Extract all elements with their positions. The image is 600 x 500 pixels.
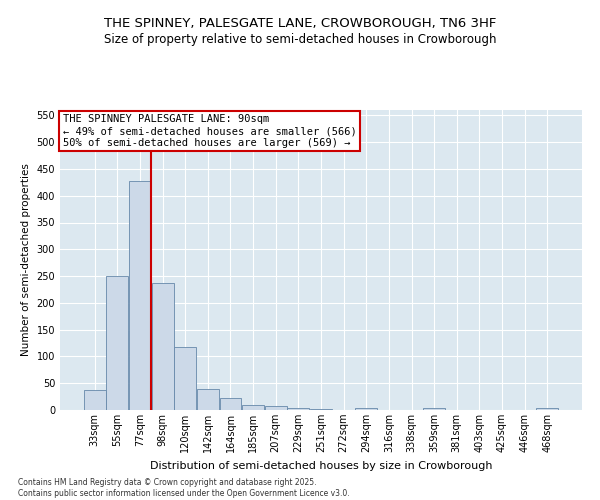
Bar — [265, 406, 287, 410]
Bar — [129, 180, 151, 410]
Text: Contains HM Land Registry data © Crown copyright and database right 2025.
Contai: Contains HM Land Registry data © Crown c… — [18, 478, 350, 498]
Bar — [355, 408, 377, 410]
Bar — [423, 408, 445, 410]
Bar — [197, 388, 219, 410]
Bar — [287, 408, 310, 410]
Text: THE SPINNEY PALESGATE LANE: 90sqm
← 49% of semi-detached houses are smaller (566: THE SPINNEY PALESGATE LANE: 90sqm ← 49% … — [62, 114, 356, 148]
Y-axis label: Number of semi-detached properties: Number of semi-detached properties — [21, 164, 31, 356]
Bar — [242, 404, 264, 410]
Bar — [220, 398, 241, 410]
Bar — [174, 347, 196, 410]
Bar — [106, 276, 128, 410]
Bar — [310, 409, 332, 410]
Text: Size of property relative to semi-detached houses in Crowborough: Size of property relative to semi-detach… — [104, 32, 496, 46]
Text: THE SPINNEY, PALESGATE LANE, CROWBOROUGH, TN6 3HF: THE SPINNEY, PALESGATE LANE, CROWBOROUGH… — [104, 18, 496, 30]
Bar — [536, 408, 558, 410]
X-axis label: Distribution of semi-detached houses by size in Crowborough: Distribution of semi-detached houses by … — [150, 460, 492, 470]
Bar — [84, 390, 106, 410]
Bar — [152, 283, 173, 410]
